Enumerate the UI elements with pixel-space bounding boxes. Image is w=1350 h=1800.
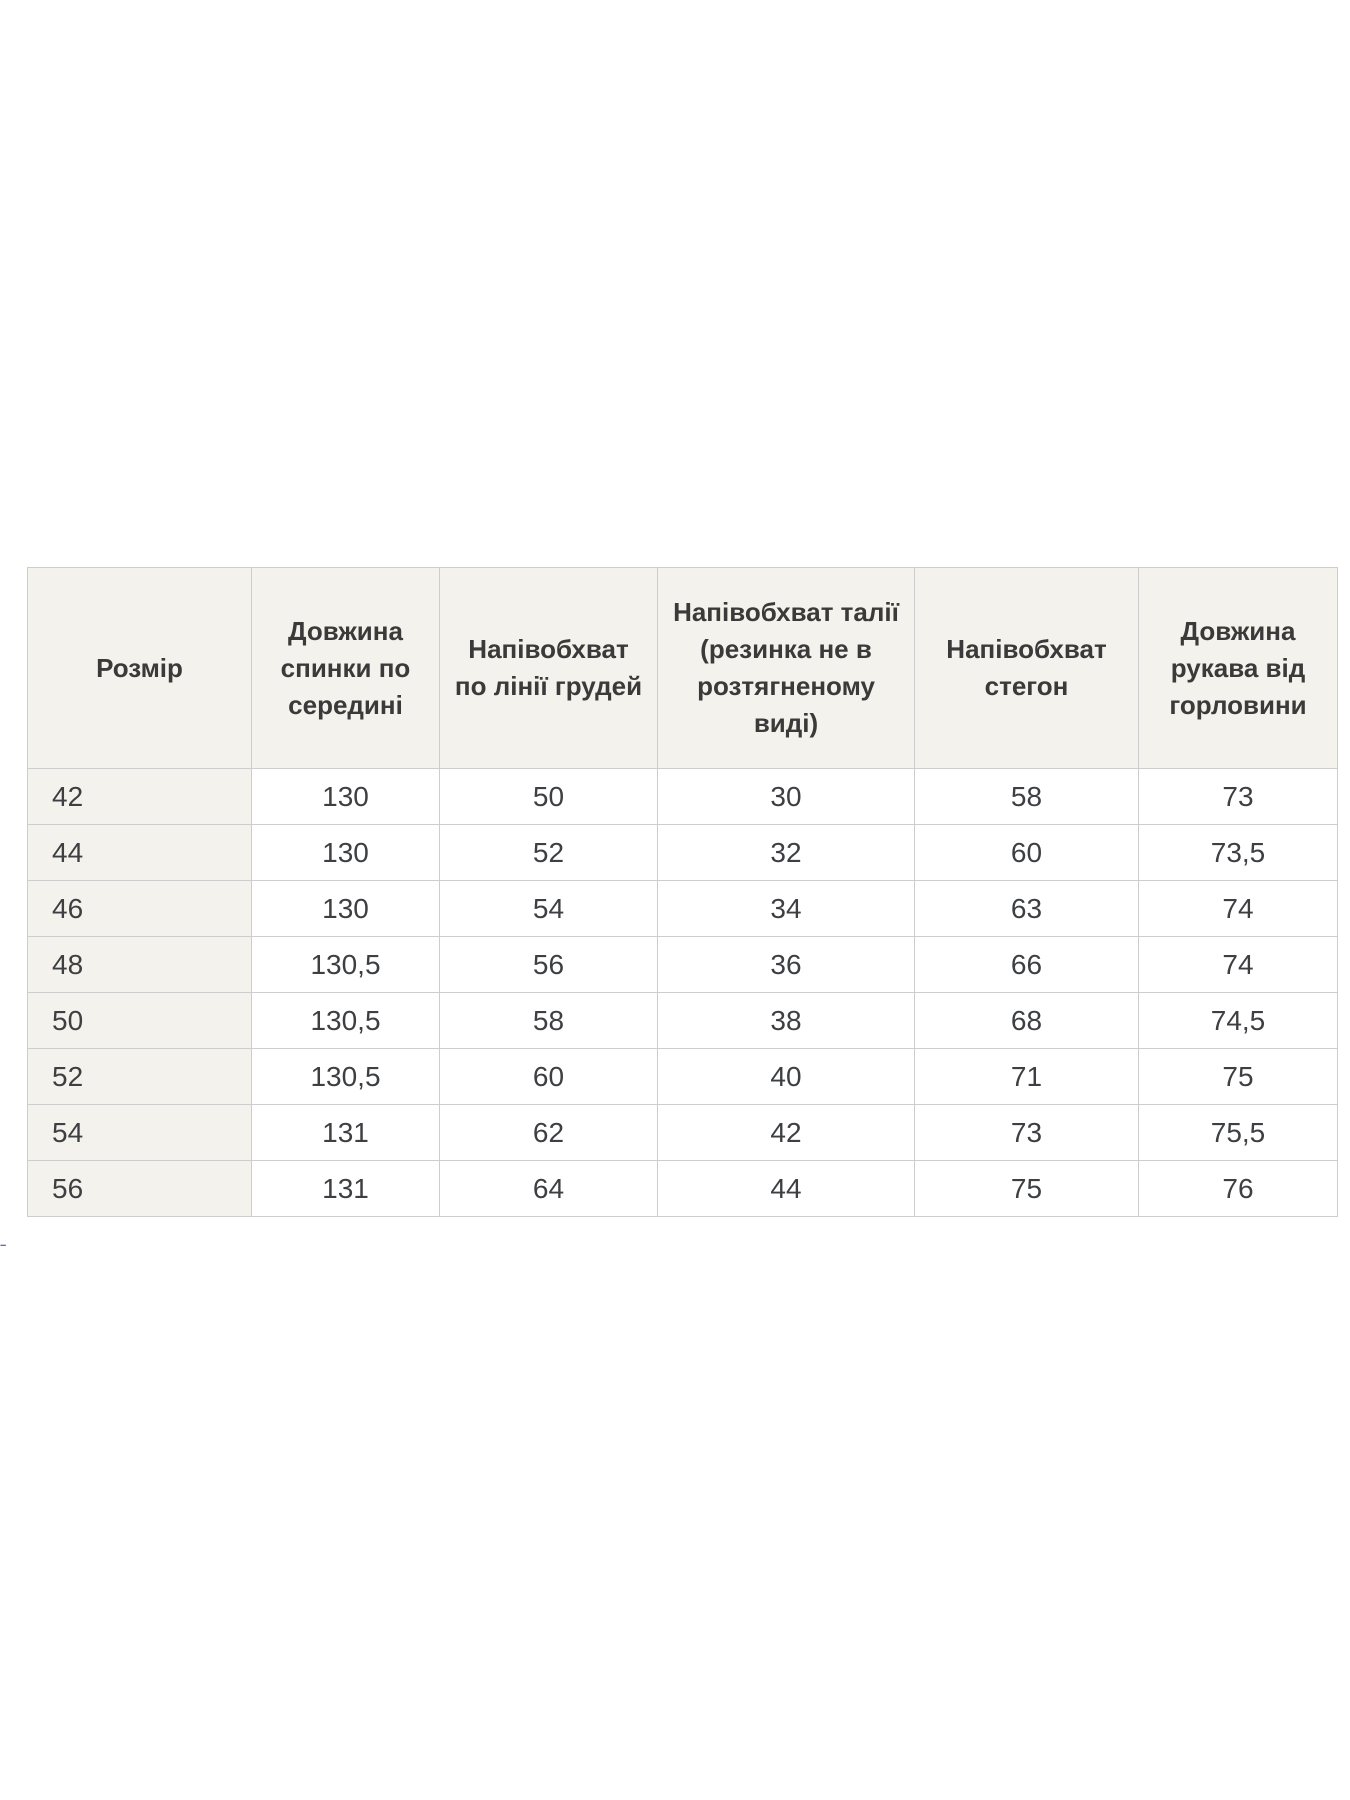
- table-row: 56 131 64 44 75 76: [27, 1160, 1338, 1217]
- column-header-0: Розмір: [27, 567, 252, 769]
- value-cell: 58: [439, 992, 658, 1049]
- value-cell: 130,5: [251, 992, 440, 1049]
- table-row: 46 130 54 34 63 74: [27, 880, 1338, 937]
- column-header-4: Напівобхват стегон: [914, 567, 1139, 769]
- table-row: 54 131 62 42 73 75,5: [27, 1104, 1338, 1161]
- column-header-3: Напівобхват талії (резинка не в розтягне…: [657, 567, 915, 769]
- size-cell: 48: [27, 936, 252, 993]
- value-cell: 36: [657, 936, 915, 993]
- value-cell: 71: [914, 1048, 1139, 1105]
- value-cell: 75,5: [1138, 1104, 1338, 1161]
- value-cell: 73: [1138, 768, 1338, 825]
- value-cell: 130: [251, 768, 440, 825]
- size-cell: 46: [27, 880, 252, 937]
- value-cell: 130,5: [251, 936, 440, 993]
- size-cell: 52: [27, 1048, 252, 1105]
- stray-artifact-mark: --: [0, 1239, 6, 1251]
- size-cell: 44: [27, 824, 252, 881]
- value-cell: 50: [439, 768, 658, 825]
- value-cell: 62: [439, 1104, 658, 1161]
- table-row: 48 130,5 56 36 66 74: [27, 936, 1338, 993]
- value-cell: 131: [251, 1104, 440, 1161]
- value-cell: 54: [439, 880, 658, 937]
- value-cell: 73: [914, 1104, 1139, 1161]
- value-cell: 131: [251, 1160, 440, 1217]
- table-row: 42 130 50 30 58 73: [27, 768, 1338, 825]
- value-cell: 130: [251, 880, 440, 937]
- value-cell: 74: [1138, 880, 1338, 937]
- value-cell: 64: [439, 1160, 658, 1217]
- table-row: 44 130 52 32 60 73,5: [27, 824, 1338, 881]
- value-cell: 63: [914, 880, 1139, 937]
- value-cell: 56: [439, 936, 658, 993]
- value-cell: 30: [657, 768, 915, 825]
- header-row: Розмір Довжина спинки по середині Напівобх…: [27, 567, 1338, 769]
- value-cell: 58: [914, 768, 1139, 825]
- value-cell: 130: [251, 824, 440, 881]
- table-row: 52 130,5 60 40 71 75: [27, 1048, 1338, 1105]
- value-cell: 130,5: [251, 1048, 440, 1105]
- size-cell: 54: [27, 1104, 252, 1161]
- value-cell: 75: [1138, 1048, 1338, 1105]
- value-cell: 44: [657, 1160, 915, 1217]
- size-cell: 42: [27, 768, 252, 825]
- column-header-5: Довжина рукава від горловини: [1138, 567, 1338, 769]
- value-cell: 32: [657, 824, 915, 881]
- value-cell: 52: [439, 824, 658, 881]
- value-cell: 68: [914, 992, 1139, 1049]
- column-header-2: Напівобхват по лінії грудей: [439, 567, 658, 769]
- value-cell: 76: [1138, 1160, 1338, 1217]
- value-cell: 66: [914, 936, 1139, 993]
- value-cell: 60: [439, 1048, 658, 1105]
- table-body: 42 130 50 30 58 73 44 130 52 32 60 73,5 46 130 54 34 63 7…: [27, 768, 1338, 1217]
- size-chart-table: Розмір Довжина спинки по середині Напівобх…: [27, 567, 1338, 1217]
- table-row: 50 130,5 58 38 68 74,5: [27, 992, 1338, 1049]
- column-header-1: Довжина спинки по середині: [251, 567, 440, 769]
- size-cell: 50: [27, 992, 252, 1049]
- size-cell: 56: [27, 1160, 252, 1217]
- value-cell: 74,5: [1138, 992, 1338, 1049]
- value-cell: 34: [657, 880, 915, 937]
- value-cell: 40: [657, 1048, 915, 1105]
- value-cell: 38: [657, 992, 915, 1049]
- size-chart: Розмір Довжина спинки по середині Напівобх…: [27, 567, 1338, 1217]
- value-cell: 74: [1138, 936, 1338, 993]
- value-cell: 42: [657, 1104, 915, 1161]
- value-cell: 75: [914, 1160, 1139, 1217]
- value-cell: 73,5: [1138, 824, 1338, 881]
- value-cell: 60: [914, 824, 1139, 881]
